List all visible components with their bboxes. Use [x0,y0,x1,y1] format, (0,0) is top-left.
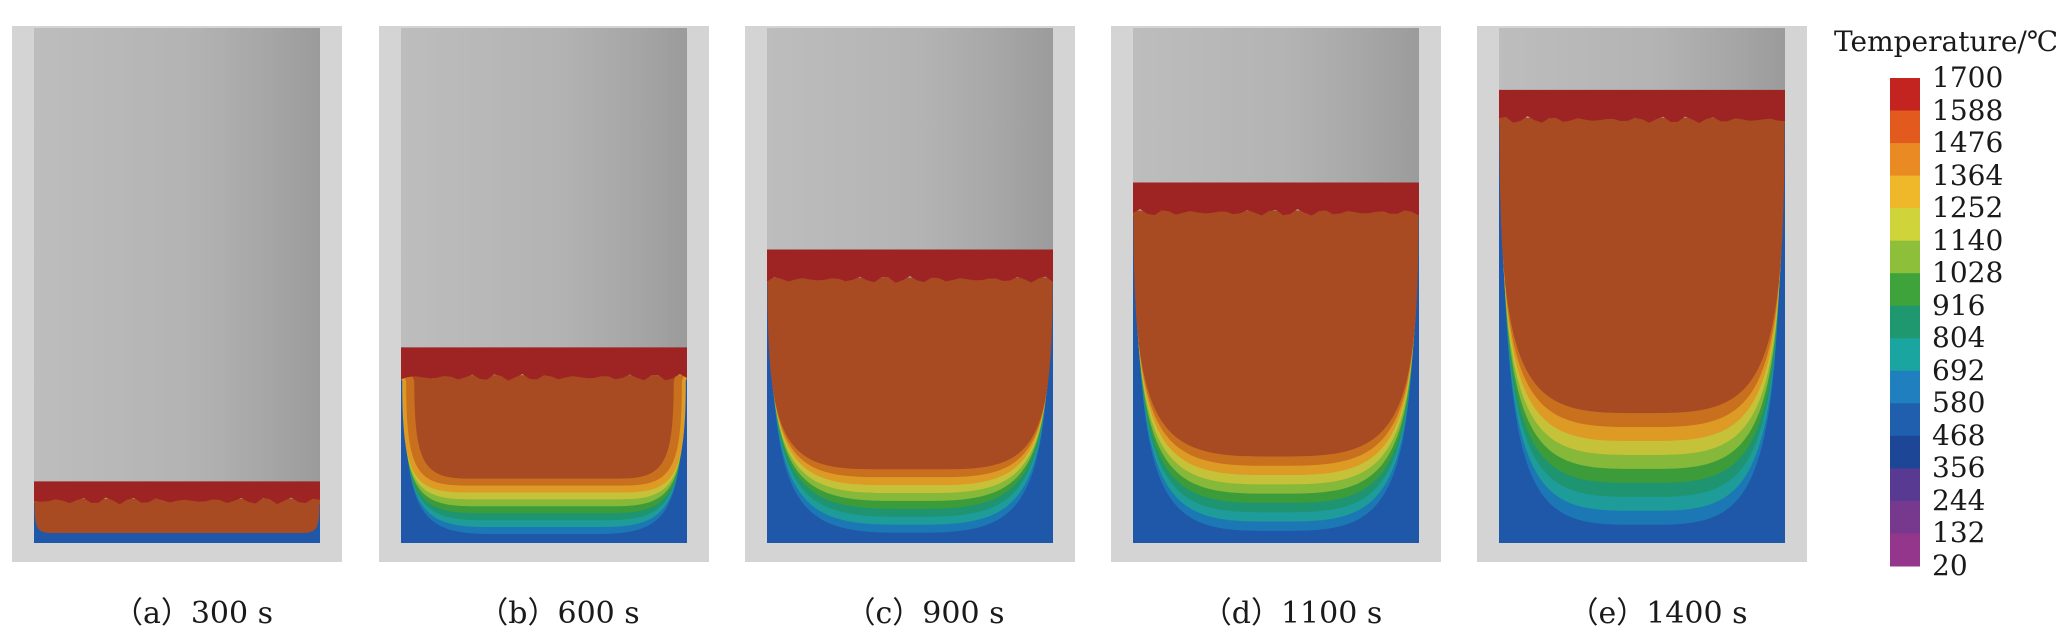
molten-cap [34,481,320,505]
colorbar-swatch [1890,305,1920,339]
colorbar-swatch [1890,370,1920,404]
colorbar-tick-label: 20 [1932,549,1968,582]
isotherm-band [767,277,1053,470]
panel-a [12,26,342,562]
colorbar-tick-label: 1364 [1932,158,2004,192]
panel-d [1111,26,1441,562]
colorbar-swatch [1890,273,1920,307]
colorbar-tick-label: 356 [1932,451,1986,485]
colorbar-tick-label: 804 [1932,321,1986,355]
colorbar-swatch [1890,403,1920,437]
isotherm-band [1499,117,1785,414]
isotherm-band [34,498,320,534]
isotherm-band [412,375,676,479]
colorbar-tick-label: 1476 [1932,126,2004,160]
colorbar-tick-label: 916 [1932,288,1986,322]
colorbar-tick-label: 1140 [1932,223,2004,257]
molten-cap [1133,182,1419,216]
colorbar-tick-label: 1028 [1932,256,2004,290]
colorbar-swatch [1890,500,1920,534]
colorbar-tick-label: 468 [1932,418,1986,452]
colorbar-tick-label: 692 [1932,353,1986,387]
colorbar [1890,78,1920,567]
molten-cap [1499,89,1785,123]
colorbar-tick-label: 580 [1932,386,1986,420]
colorbar-swatch [1890,338,1920,372]
legend-title: Temperature/℃ [1834,25,2056,58]
colorbar-swatch [1890,435,1920,469]
caption-e: （e）1400 s [1568,596,1748,631]
caption-d: （d）1100 s [1201,596,1383,631]
caption-a: （a）300 s [112,596,274,631]
colorbar-tick-label: 132 [1932,516,1986,550]
colorbar-swatch [1890,110,1920,144]
isotherm-band [1133,210,1419,457]
caption-c: （c）900 s [845,596,1005,631]
colorbar-tick-label: 244 [1932,483,1986,517]
colorbar-swatch [1890,143,1920,177]
colorbar-swatch [1890,208,1920,242]
colorbar-tick-label: 1588 [1932,93,2004,127]
colorbar-swatch [1890,240,1920,274]
colorbar-swatch [1890,175,1920,209]
caption-b: （b）600 s [478,596,640,631]
empty-chamber [34,28,320,543]
colorbar-swatch [1890,78,1920,112]
panel-e [1477,26,1807,562]
colorbar-swatch [1890,533,1920,567]
colorbar-swatch [1890,468,1920,502]
colorbar-tick-label: 1700 [1932,61,2004,94]
molten-cap [401,347,687,381]
molten-cap [767,249,1053,283]
colorbar-tick-label: 1252 [1932,191,2004,225]
panel-c [745,26,1075,562]
panel-b [379,26,709,562]
